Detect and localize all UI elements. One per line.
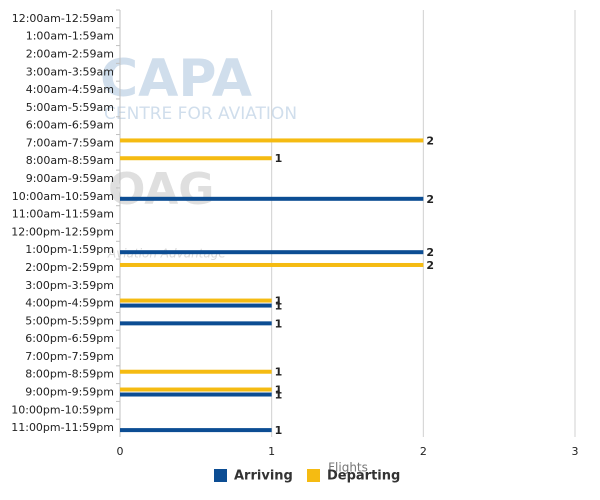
value-label: 2 bbox=[426, 193, 434, 206]
value-label: 1 bbox=[275, 384, 283, 397]
value-label: 1 bbox=[275, 295, 283, 308]
value-label: 2 bbox=[426, 246, 434, 259]
x-axis-label: Flights bbox=[328, 461, 368, 475]
bar bbox=[120, 392, 272, 397]
bar bbox=[120, 138, 424, 143]
y-tick-label: 10:00am-10:59am bbox=[12, 190, 114, 203]
bar bbox=[120, 303, 272, 308]
y-tick-label: 2:00pm-2:59pm bbox=[25, 261, 114, 274]
y-tick-label: 12:00pm-12:59pm bbox=[11, 225, 114, 238]
value-label: 1 bbox=[275, 300, 283, 313]
value-label: 1 bbox=[275, 317, 283, 330]
bar bbox=[120, 250, 424, 255]
y-tick-label: 5:00am-5:59am bbox=[26, 101, 114, 114]
y-tick-label: 5:00pm-5:59pm bbox=[25, 314, 114, 327]
value-label: 1 bbox=[275, 152, 283, 165]
y-tick-label: 8:00pm-8:59pm bbox=[25, 368, 114, 381]
bar bbox=[120, 321, 272, 326]
x-tick-label: 3 bbox=[572, 445, 579, 458]
watermark: OAG bbox=[108, 164, 214, 215]
y-tick-label: 7:00pm-7:59pm bbox=[25, 350, 114, 363]
y-tick-label: 4:00pm-4:59pm bbox=[25, 297, 114, 310]
x-tick-label: 2 bbox=[420, 445, 427, 458]
x-tick-label: 1 bbox=[268, 445, 275, 458]
y-tick-label: 9:00pm-9:59pm bbox=[25, 386, 114, 399]
bar bbox=[120, 262, 424, 267]
bar bbox=[120, 196, 424, 201]
value-label: 2 bbox=[426, 259, 434, 272]
y-tick-label: 11:00am-11:59am bbox=[12, 208, 114, 221]
legend-label: Departing bbox=[327, 469, 400, 484]
legend-swatch bbox=[307, 469, 320, 482]
y-tick-label: 11:00pm-11:59pm bbox=[11, 421, 114, 434]
watermark: CAPA bbox=[100, 49, 252, 109]
y-tick-label: 10:00pm-10:59pm bbox=[11, 403, 114, 416]
y-tick-label: 1:00pm-1:59pm bbox=[25, 243, 114, 256]
y-tick-label: 7:00am-7:59am bbox=[26, 136, 114, 149]
y-tick-label: 4:00am-4:59am bbox=[26, 83, 114, 96]
y-tick-label: 12:00am-12:59am bbox=[12, 12, 114, 25]
value-label: 1 bbox=[275, 424, 283, 437]
y-tick-label: 8:00am-8:59am bbox=[26, 154, 114, 167]
value-label: 2 bbox=[426, 134, 434, 147]
y-tick-label: 3:00pm-3:59pm bbox=[25, 279, 114, 292]
y-tick-label: 2:00am-2:59am bbox=[26, 47, 114, 60]
y-tick-label: 6:00pm-6:59pm bbox=[25, 332, 114, 345]
value-label: 1 bbox=[275, 366, 283, 379]
bar bbox=[120, 428, 272, 433]
value-label: 1 bbox=[275, 389, 283, 402]
legend-label: Arriving bbox=[234, 469, 293, 484]
x-tick-label: 0 bbox=[117, 445, 124, 458]
bar bbox=[120, 298, 272, 303]
bar bbox=[120, 156, 272, 161]
bar bbox=[120, 387, 272, 392]
watermark: CENTRE FOR AVIATION bbox=[104, 104, 297, 124]
y-tick-label: 9:00am-9:59am bbox=[26, 172, 114, 185]
bar bbox=[120, 369, 272, 374]
legend-swatch bbox=[214, 469, 227, 482]
y-tick-label: 6:00am-6:59am bbox=[26, 119, 114, 132]
y-tick-label: 1:00am-1:59am bbox=[26, 30, 114, 43]
y-tick-label: 3:00am-3:59am bbox=[26, 65, 114, 78]
